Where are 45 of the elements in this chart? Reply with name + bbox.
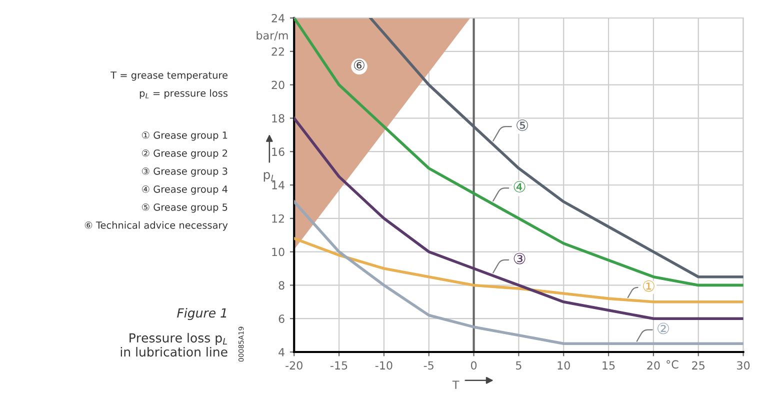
x-tick-label: 20 <box>647 361 660 370</box>
series-label: ③ <box>514 252 526 264</box>
text: °C <box>666 360 678 369</box>
x-tick-label: 5 <box>516 361 522 370</box>
text: p$_{L}$ = pressure loss <box>140 89 228 99</box>
x-tick-label: 30 <box>737 361 750 370</box>
x-tick-label: 10 <box>558 361 570 370</box>
series-label: ⑤ <box>516 120 528 131</box>
x-tick-label: -20 <box>286 361 302 370</box>
text: ③ Grease group 3 <box>142 167 228 177</box>
text: ② Grease group 2 <box>142 149 228 159</box>
y-tick-label: 4 <box>278 348 284 356</box>
y-tick-label: 6 <box>278 314 284 323</box>
line-series <box>294 200 744 346</box>
x-tick-label: -10 <box>375 361 392 370</box>
text: ⑥ Technical advice necessary <box>84 221 228 231</box>
y-axis-title: p$_{L}$ <box>264 172 276 182</box>
x-tick-label: -5 <box>424 361 434 370</box>
x-axis-title: T <box>452 380 460 389</box>
text: ④ Grease group 4 <box>142 185 228 195</box>
y-tick-label: 12 <box>272 214 284 223</box>
line-series <box>294 116 744 320</box>
text: T = grease temperature <box>110 72 228 81</box>
series-label: ① <box>643 280 654 292</box>
y-tick-label: 14 <box>272 181 284 190</box>
text: ⑤ Grease group 5 <box>142 203 228 213</box>
y-tick-label: 8 <box>278 281 284 290</box>
x-tick-label: -15 <box>330 361 348 370</box>
series-label: ④ <box>514 181 526 192</box>
y-tick-label: 18 <box>272 114 284 123</box>
text: Figure 1 <box>177 308 226 320</box>
x-tick-label: 15 <box>602 361 615 370</box>
y-tick-label: 10 <box>272 248 284 256</box>
y-tick-label: 24 <box>272 14 284 22</box>
x-tick-label: 0 <box>470 361 477 370</box>
line-series <box>294 237 744 304</box>
series-label: ⑥ <box>354 60 364 70</box>
text: Pressure loss p$_{L}$ in lubrication line <box>120 332 228 357</box>
y-tick-label: 22 <box>272 47 284 56</box>
y-tick-label: 16 <box>272 148 284 156</box>
text: ① Grease group 1 <box>142 131 228 141</box>
text: bar/m <box>256 30 288 40</box>
y-tick-label: 20 <box>272 80 284 90</box>
x-tick-label: 25 <box>692 361 704 370</box>
series-label: ② <box>658 322 669 334</box>
